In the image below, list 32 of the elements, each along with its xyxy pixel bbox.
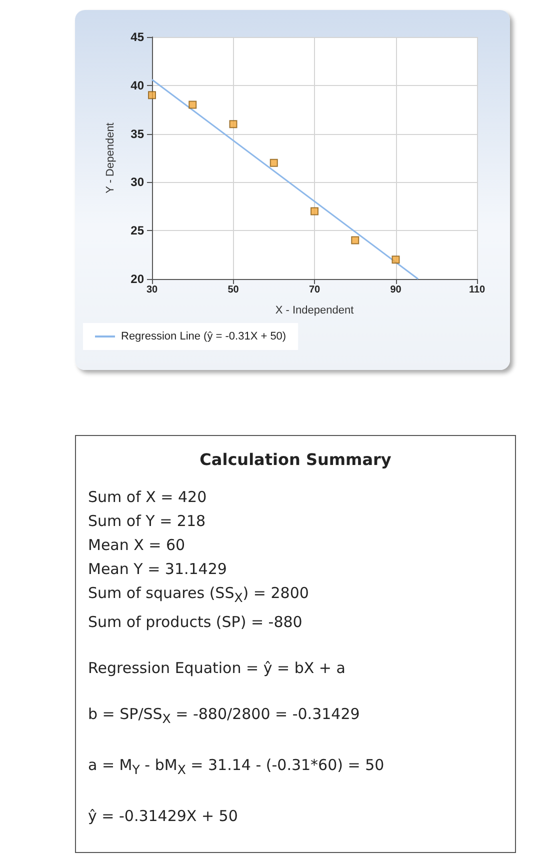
x-tick-label: 90	[390, 284, 402, 296]
text: b = SP/SS$_{X}$ = -880/2800 = -0.31429	[88, 704, 361, 728]
x-tick-label: 30	[146, 284, 158, 296]
point	[229, 120, 238, 128]
point	[148, 91, 156, 100]
text: Sum of Y = 218	[88, 511, 207, 532]
text: ŷ = -0.31429X + 50	[88, 806, 239, 827]
y-tick-label: 25	[130, 224, 144, 238]
text: Regression Equation = ŷ = bX + a	[88, 658, 346, 679]
y-tick-label: 45	[130, 30, 144, 44]
y-tick-label: 40	[130, 78, 144, 92]
legend-label: Regression Line (ŷ = -0.31X + 50)	[121, 330, 286, 342]
point	[351, 236, 360, 244]
point	[392, 256, 400, 264]
point	[310, 207, 318, 216]
text: Sum of X = 420	[88, 487, 208, 508]
text: Sum of products (SP) = -880	[88, 612, 304, 633]
x-tick-label: 70	[308, 284, 320, 296]
text: Sum of squares (SS$_{X}$) = 2800	[88, 583, 310, 607]
y-axis-title: Y - Dependent	[104, 122, 116, 194]
point	[270, 158, 278, 167]
x-tick-label: 110	[468, 284, 486, 296]
x-tick-label: 50	[228, 284, 240, 296]
y-tick-label: 35	[130, 126, 144, 141]
text: a = M$_{Y}$ - bM$_{X}$ = 31.14 - (-0.31*60) = 50	[88, 755, 386, 779]
y-tick-label: 30	[130, 175, 144, 190]
text: Mean Y = 31.1429	[88, 559, 228, 580]
x-axis-title: X - Independent	[275, 304, 354, 316]
text: Mean X = 60	[88, 535, 186, 556]
point	[188, 100, 197, 109]
text: Calculation Summary	[198, 450, 392, 469]
y-tick-label: 20	[130, 272, 144, 286]
